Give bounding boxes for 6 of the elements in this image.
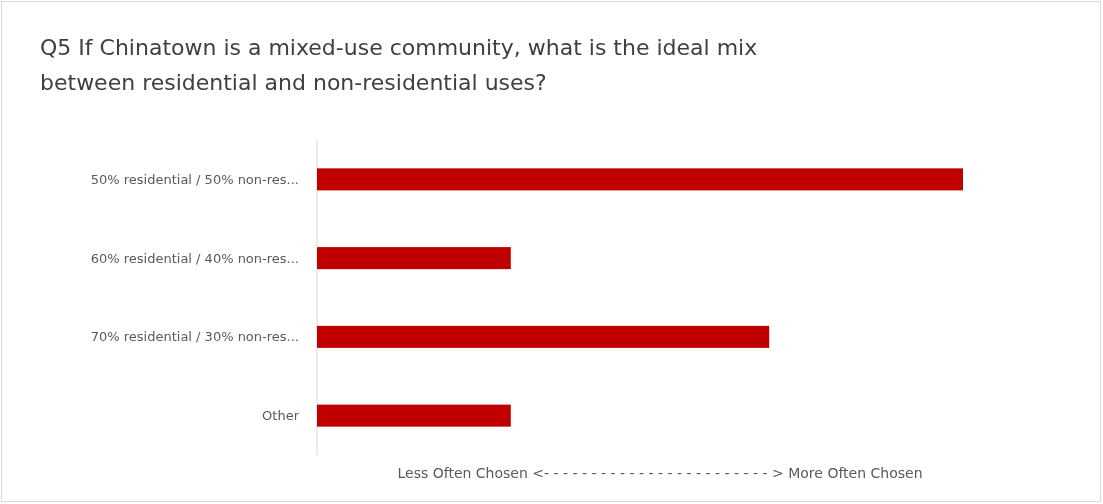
x-axis-title: Less Often Chosen <- - - - - - - - - - - - - - - - - - - - - - - - > More Often Chosen (397, 465, 923, 481)
y-tick-label: Other (262, 408, 300, 424)
y-tick-label: 60% residential / 40% non-res... (90, 250, 299, 266)
y-tick-label: 50% residential / 50% non-res... (90, 171, 299, 187)
chart-title: Q5 If Chinatown is a mixed-use community, what is the ideal mix between residential and non-residential uses? (40, 35, 758, 95)
y-tick-label: 70% residential / 30% non-res... (90, 329, 299, 345)
